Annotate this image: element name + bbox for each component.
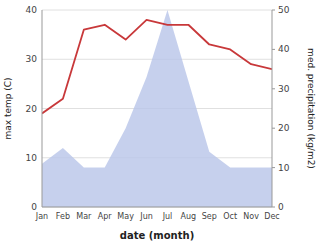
temperature-line [42,20,272,114]
x-tick-label: Oct [223,212,237,221]
x-tick-label: Jun [139,212,153,221]
x-tick-label: Sep [202,212,217,221]
grid-line [42,207,272,208]
x-tick-label: Nov [243,212,259,221]
y2-axis [272,10,273,207]
x-axis [42,207,272,208]
x-tick-label: Jul [162,212,173,221]
precipitation-area [42,10,272,207]
y-axis [42,10,43,207]
y2-tick-label: 20 [278,123,290,133]
x-tick-label: Aug [181,212,197,221]
y-axis-label: max temp (C) [3,77,13,139]
chart: 0 10 20 30 40 0 10 20 30 40 50 Jan Feb Mar Apr May Jun Ju… [0,0,318,247]
y-tick-label: 0 [31,202,37,212]
x-tick-label: May [117,212,134,221]
y2-tick-label: 10 [278,163,290,173]
y2-tick-label: 0 [278,202,284,212]
y2-tick-label: 30 [278,84,290,94]
y2-tick-label: 40 [278,44,290,54]
y-tick-label: 20 [26,104,38,114]
grid-line [42,10,272,11]
plot-area [42,10,272,207]
x-tick-label: Jan [35,212,48,221]
y2-axis-label: med. precipitation (kg/m2) [306,48,316,169]
x-axis-label: date (month) [120,230,194,241]
x-tick-label: Apr [98,212,113,221]
y-tick-label: 10 [26,153,38,163]
y-tick-label: 30 [26,54,38,64]
x-tick-label: Mar [76,212,92,221]
x-tick-label: Feb [56,212,70,221]
x-tick-label: Dec [264,212,279,221]
y-tick-label: 40 [26,5,38,15]
y2-tick-label: 50 [278,5,290,15]
